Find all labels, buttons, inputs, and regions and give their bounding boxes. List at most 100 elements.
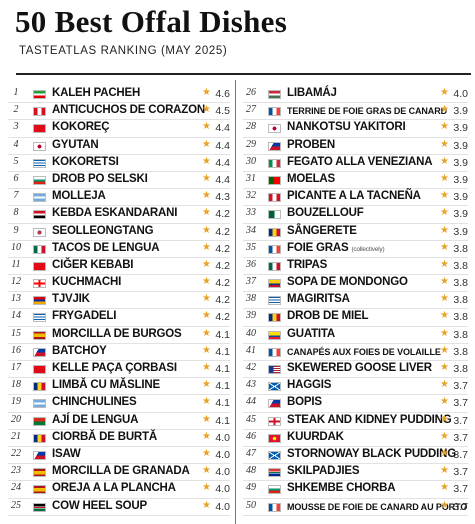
dish-name[interactable]: NANKOTSU YAKITORI <box>287 121 406 133</box>
dish-name-text: FEGATO ALLA VENEZIANA <box>287 155 433 168</box>
dish-name[interactable]: ANTICUCHOS DE CORAZON <box>52 104 205 116</box>
dish-name-text: MORCILLA DE GRANADA <box>52 465 190 478</box>
star-icon: ★ <box>202 138 211 150</box>
dish-name[interactable]: STORNOWAY BLACK PUDDING <box>287 448 456 460</box>
dish-name[interactable]: FEGATO ALLA VENEZIANA <box>287 155 433 168</box>
dish-name-text: TRIPAS <box>287 258 328 271</box>
dish-name[interactable]: BOPIS <box>287 396 322 408</box>
dish-name[interactable]: KOKORETSI <box>52 156 119 168</box>
rank-number: 42 <box>246 362 256 373</box>
rank-number: 45 <box>246 413 256 425</box>
dish-name[interactable]: KOKOREÇ <box>52 121 110 133</box>
dish-name[interactable]: LIBAMÁJ <box>287 87 337 99</box>
dish-name[interactable]: OREJA A LA PLANCHA <box>52 482 176 494</box>
dish-name[interactable]: LIMBĂ CU MĂSLINE <box>52 379 160 391</box>
rating-value: 4.2 <box>215 208 230 221</box>
dish-name[interactable]: MOUSSE DE FOIE DE CANARD AU PORTO <box>287 502 467 512</box>
rating-value: 3.9 <box>453 156 468 169</box>
ranking-row: 49 SHKEMBE CHORBA ★ 3.7 <box>243 481 468 499</box>
dish-name[interactable]: CIORBĂ DE BURTĂ <box>52 431 157 443</box>
dish-name[interactable]: BOUZELLOUF <box>287 207 364 219</box>
ranking-row: 2 ANTICUCHOS DE CORAZON ★ 4.5 <box>8 103 230 121</box>
dish-name[interactable]: FOIE GRAS (collectively) <box>287 242 385 254</box>
dish-name[interactable]: SEOLLEONGTANG <box>52 225 154 237</box>
star-icon: ★ <box>202 121 211 133</box>
rank-number: 16 <box>11 344 21 356</box>
dish-name[interactable]: STEAK AND KIDNEY PUDDING <box>287 414 452 426</box>
dish-name[interactable]: MAGIRITSA <box>287 293 350 305</box>
country-flag-icon <box>33 433 46 443</box>
rating-value: 4.2 <box>215 225 230 238</box>
dish-name-text: FRYGADELI <box>52 310 117 323</box>
star-icon: ★ <box>202 293 211 305</box>
dish-name-text: SKEWERED GOOSE LIVER <box>287 362 432 374</box>
dish-name[interactable]: ISAW <box>52 448 81 460</box>
dish-name[interactable]: MORCILLA DE BURGOS <box>52 328 182 340</box>
dish-name[interactable]: CHINCHULINES <box>52 396 137 408</box>
dish-name[interactable]: TRIPAS <box>287 259 327 271</box>
dish-name-text: MOUSSE DE FOIE DE CANARD AU PORTO <box>287 501 468 512</box>
rank-number: 20 <box>11 413 21 425</box>
dish-name[interactable]: PROBEN <box>287 139 335 151</box>
ranking-row: 16 BATCHOY ★ 4.1 <box>8 344 230 361</box>
dish-name[interactable]: GYUTAN <box>52 139 99 151</box>
star-icon: ★ <box>202 190 211 202</box>
dish-name[interactable]: KUURDAK <box>287 431 344 443</box>
dish-name[interactable]: TERRINE DE FOIE GRAS DE CANARD <box>287 106 447 116</box>
dish-name[interactable]: KALEH PACHEH <box>52 87 140 99</box>
dish-name[interactable]: DROB DE MIEL <box>287 310 368 322</box>
dish-name[interactable]: KEBDA ESKANDARANI <box>52 207 177 219</box>
ranking-row: 47 STORNOWAY BLACK PUDDING ★ 3.7 <box>243 447 468 465</box>
dish-name-text: CIORBĂ DE BURTĂ <box>52 430 157 443</box>
dish-name-text: MAGIRITSA <box>287 293 350 306</box>
dish-name[interactable]: BATCHOY <box>52 345 107 357</box>
star-icon: ★ <box>202 327 211 339</box>
rating-value: 3.8 <box>453 311 468 324</box>
dish-name[interactable]: MOELAS <box>287 173 335 185</box>
dish-name[interactable]: MOLLEJA <box>52 190 106 202</box>
dish-name[interactable]: MORCILLA DE GRANADA <box>52 465 190 477</box>
rating-value: 4.5 <box>215 105 230 118</box>
dish-name[interactable]: KELLE PAÇA ÇORBASI <box>52 362 177 374</box>
ranking-row: 6 DROB PO SELSKI ★ 4.4 <box>8 172 230 190</box>
dish-name-text: DROB DE MIEL <box>287 310 369 323</box>
dish-name[interactable]: AJÍ DE LENGUA <box>52 414 138 426</box>
dish-name[interactable]: CANAPÉS AUX FOIES DE VOLAILLE <box>287 347 441 357</box>
country-flag-icon <box>268 158 281 168</box>
dish-name[interactable]: SKILPADJIES <box>287 465 360 477</box>
dish-name[interactable]: SHKEMBE CHORBA <box>287 482 396 494</box>
rank-number: 5 <box>13 155 19 167</box>
star-icon: ★ <box>440 465 449 477</box>
column-divider <box>235 80 236 524</box>
dish-name[interactable]: CIĞER KEBABI <box>52 259 134 271</box>
ranking-row: 28 NANKOTSU YAKITORI ★ 3.9 <box>243 120 468 138</box>
dish-name-text: CHINCHULINES <box>52 396 137 409</box>
country-flag-icon <box>33 365 46 374</box>
dish-name[interactable]: DROB PO SELSKI <box>52 173 148 185</box>
rating-value: 3.8 <box>453 328 468 341</box>
country-flag-icon <box>33 107 46 117</box>
dish-name[interactable]: GUATITA <box>287 328 335 340</box>
dish-name[interactable]: TJVJIK <box>52 293 90 305</box>
star-icon: ★ <box>202 207 211 219</box>
dish-name[interactable]: KUCHMACHI <box>52 276 121 288</box>
dish-name[interactable]: TACOS DE LENGUA <box>52 242 160 254</box>
rating-value: 4.0 <box>215 483 230 496</box>
dish-name[interactable]: PICANTE A LA TACNEÑA <box>287 190 421 202</box>
rank-number: 19 <box>11 396 21 408</box>
dish-name[interactable]: SOPA DE MONDONGO <box>287 276 408 288</box>
rating-value: 3.8 <box>453 277 468 290</box>
star-icon: ★ <box>202 276 211 288</box>
dish-name[interactable]: SKEWERED GOOSE LIVER <box>287 362 432 374</box>
star-icon: ★ <box>202 241 211 253</box>
dish-name[interactable]: HAGGIS <box>287 379 331 391</box>
dish-name[interactable]: SÂNGERETE <box>287 225 357 237</box>
dish-name[interactable]: COW HEEL SOUP <box>52 500 147 512</box>
dish-note: (collectively) <box>351 245 385 253</box>
dish-name[interactable]: FRYGADELI <box>52 310 116 322</box>
ranking-row: 30 FEGATO ALLA VENEZIANA ★ 3.9 <box>243 155 468 172</box>
rank-number: 24 <box>11 482 21 494</box>
star-icon: ★ <box>202 379 211 391</box>
star-icon: ★ <box>440 482 449 494</box>
star-icon: ★ <box>440 447 449 459</box>
